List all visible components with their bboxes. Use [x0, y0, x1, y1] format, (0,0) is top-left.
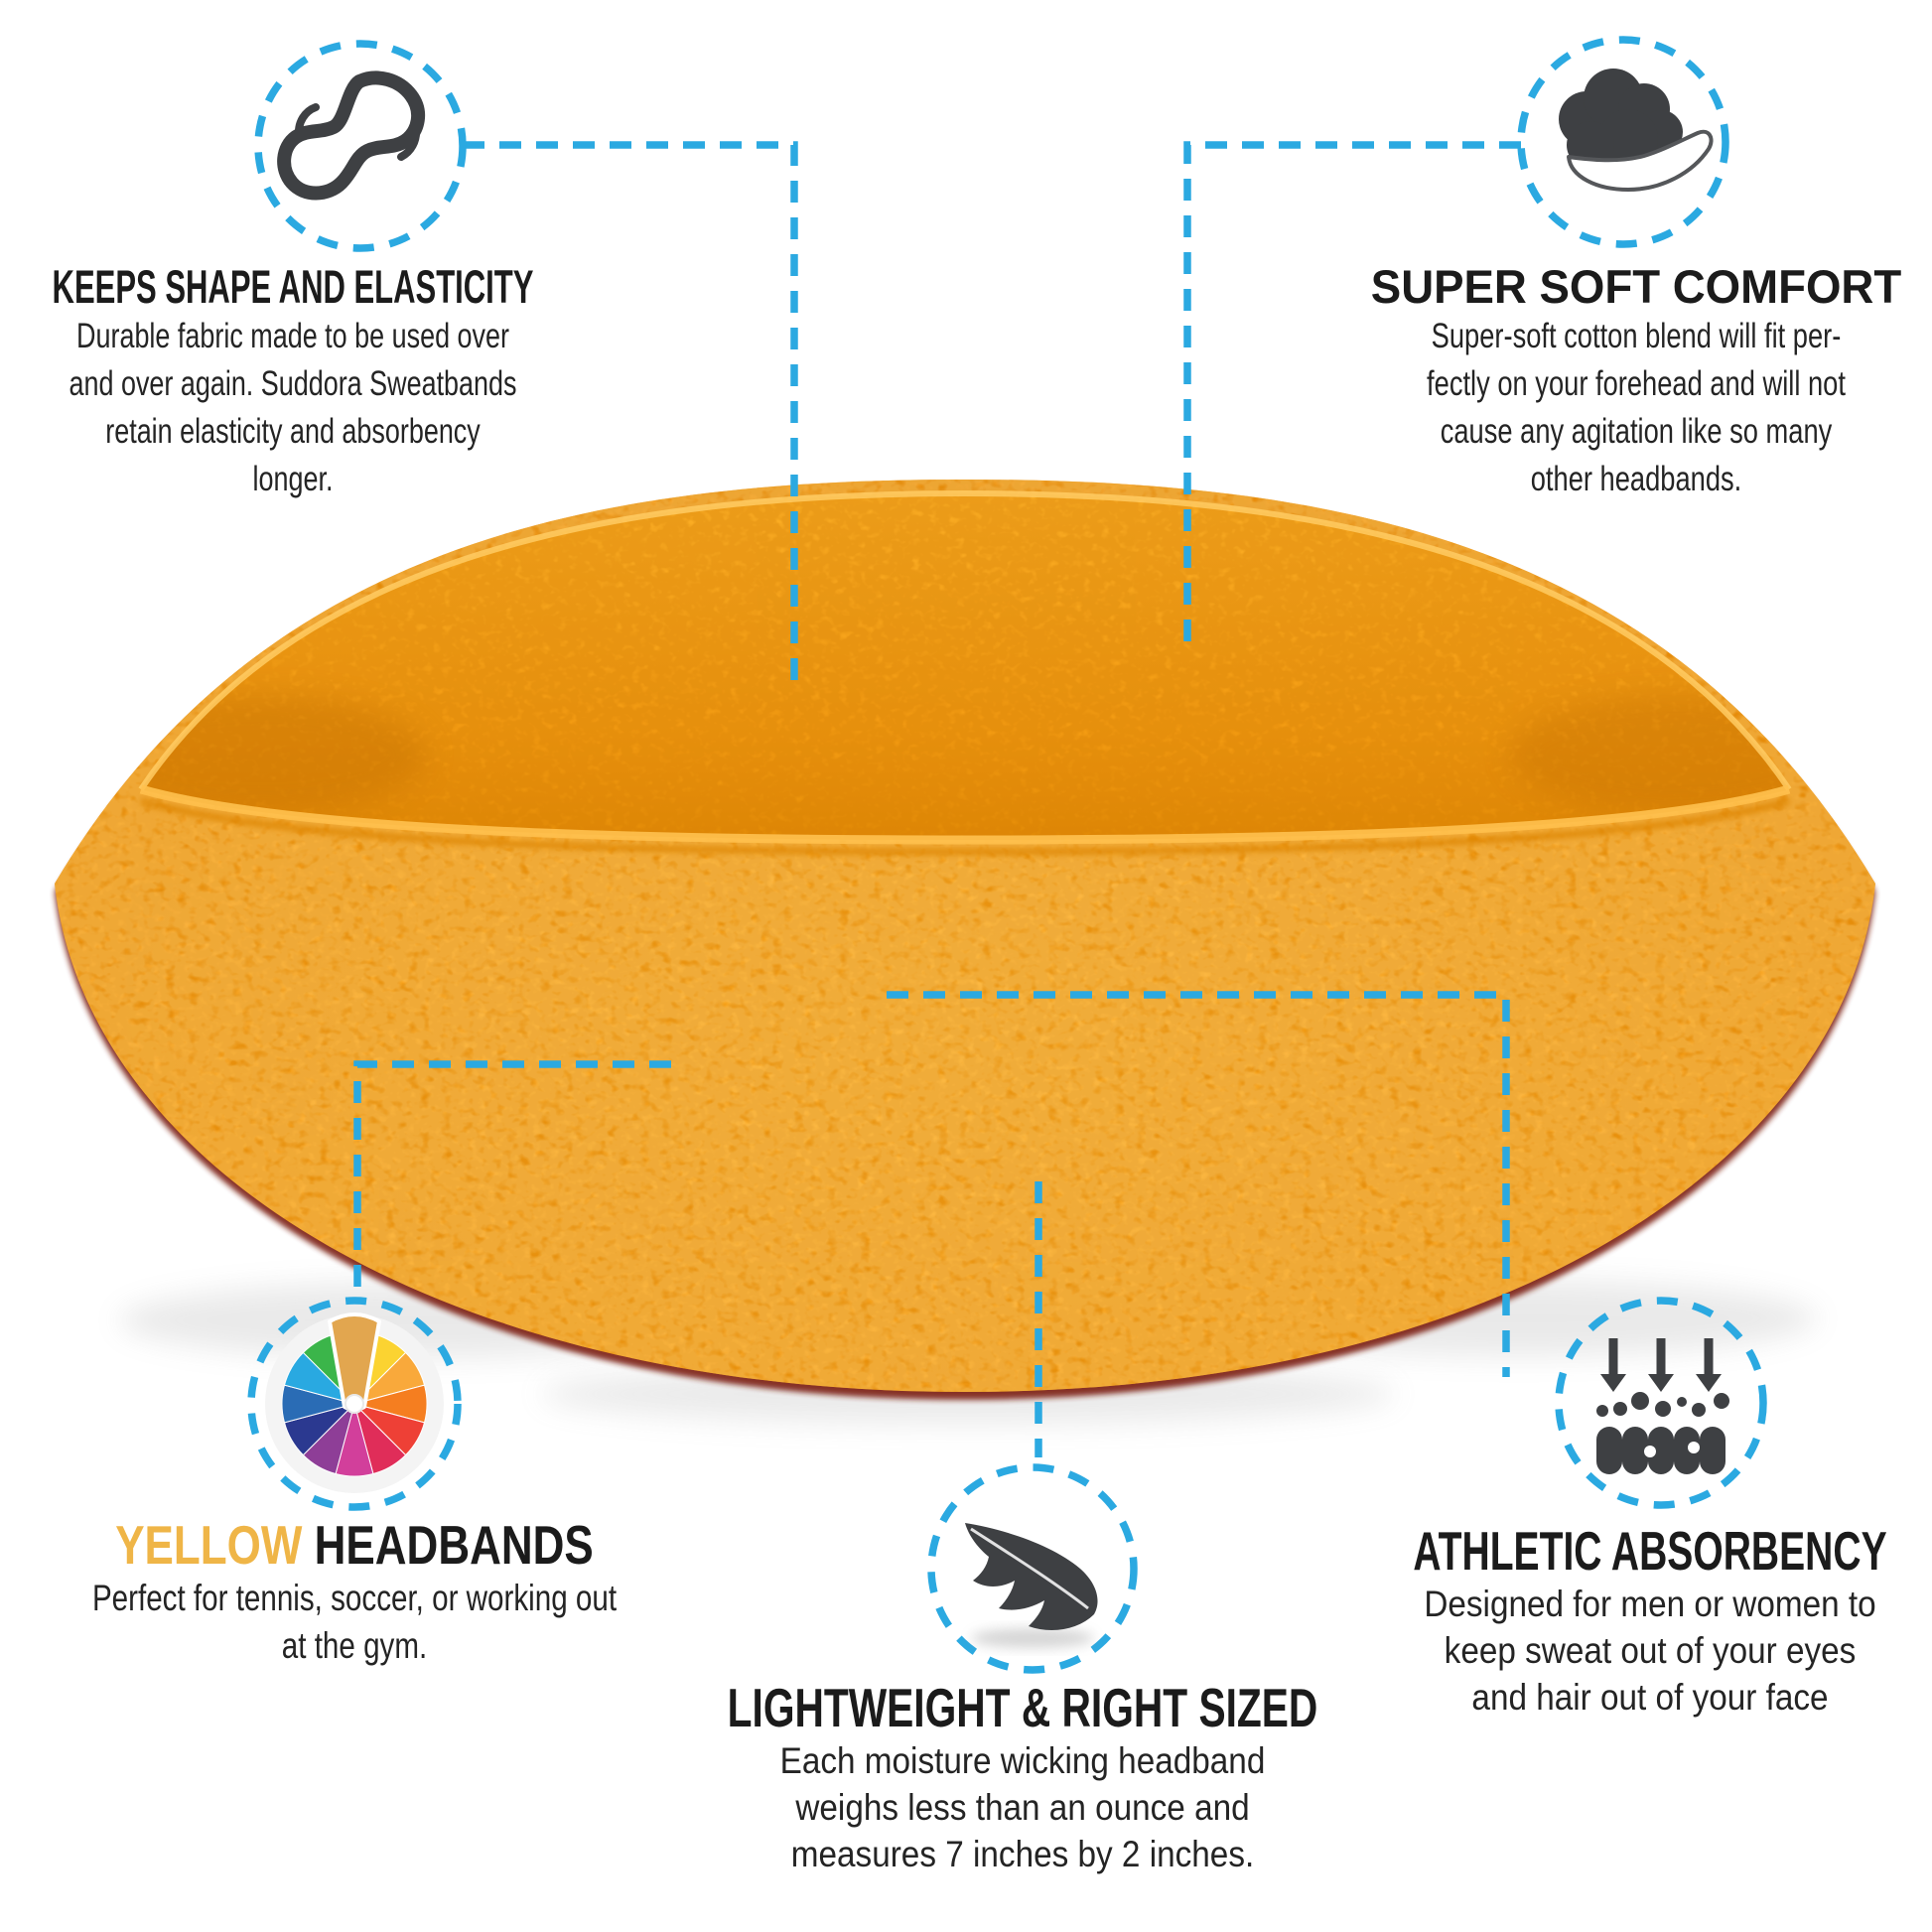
color-options-body-line: Perfect for tennis, soccer, or working o…: [91, 1578, 618, 1618]
callout-color-options: YELLOW HEADBANDS Perfect for tennis, soc…: [0, 1515, 900, 1670]
connector-color: [353, 1060, 671, 1291]
elasticity-body-line: longer.: [252, 460, 334, 498]
comfort-body-line: fectly on your forehead and will not: [1427, 364, 1846, 403]
elasticity-body-line: retain elasticity and absorbency: [105, 412, 481, 451]
absorbency-body-line: keep sweat out of your eyes: [1444, 1630, 1857, 1671]
feather-icon: [965, 1523, 1098, 1648]
absorbency-body-line: Designed for men or women to: [1424, 1584, 1876, 1624]
callout-absorbency: ATHLETIC ABSORBENCY Designed for men or …: [1104, 1521, 1932, 1721]
color-options-body-line: at the gym.: [281, 1625, 428, 1666]
comfort-body-line: other headbands.: [1530, 460, 1742, 498]
yellow-headband-photo: [55, 480, 1875, 1392]
callout-connectors: [353, 141, 1521, 1457]
absorbency-body-line: and hair out of your face: [1471, 1677, 1829, 1718]
color-wheel-icon: [265, 1312, 444, 1493]
lightweight-body-line: weighs less than an ounce and: [795, 1787, 1250, 1828]
connector-elasticity: [463, 141, 798, 683]
color-options-heading-accent: YELLOW: [115, 1514, 303, 1576]
lightweight-heading: LIGHTWEIGHT & RIGHT SIZED: [727, 1677, 1318, 1738]
color-options-heading-rest: HEADBANDS: [314, 1514, 594, 1576]
lightweight-circle: [927, 1463, 1138, 1674]
water-absorb-icon: [1596, 1338, 1729, 1474]
connector-comfort: [1183, 141, 1521, 646]
comfort-circle: [1517, 36, 1729, 248]
lightweight-body-line: Each moisture wicking headband: [779, 1740, 1266, 1781]
absorbency-heading: ATHLETIC ABSORBENCY: [1413, 1520, 1887, 1582]
callout-circles: [247, 36, 1767, 1674]
comfort-body-line: cause any agitation like so many: [1440, 412, 1833, 451]
cotton-hand-icon: [1559, 69, 1714, 192]
comfort-heading: SUPER SOFT COMFORT: [1370, 260, 1902, 313]
color-wheel-circle: [247, 1297, 462, 1511]
elasticity-circle: [254, 40, 467, 252]
callout-comfort: SUPER SOFT COMFORT Super-soft cotton ble…: [1090, 260, 1932, 503]
callout-elasticity: KEEPS SHAPE AND ELASTICITY Durable fabri…: [0, 260, 839, 503]
callout-lightweight: LIGHTWEIGHT & RIGHT SIZED Each moisture …: [477, 1678, 1569, 1877]
absorbency-circle: [1555, 1297, 1767, 1509]
elastic-band-icon: [277, 70, 426, 201]
comfort-body-line: Super-soft cotton blend will fit per-: [1431, 317, 1842, 355]
color-options-heading: YELLOW HEADBANDS: [0, 1515, 791, 1575]
elasticity-body-line: Durable fabric made to be used over: [76, 317, 509, 355]
elasticity-heading: KEEPS SHAPE AND ELASTICITY: [52, 260, 534, 313]
elasticity-body-line: and over again. Suddora Sweatbands: [69, 364, 517, 403]
lightweight-body-line: measures 7 inches by 2 inches.: [790, 1834, 1255, 1874]
